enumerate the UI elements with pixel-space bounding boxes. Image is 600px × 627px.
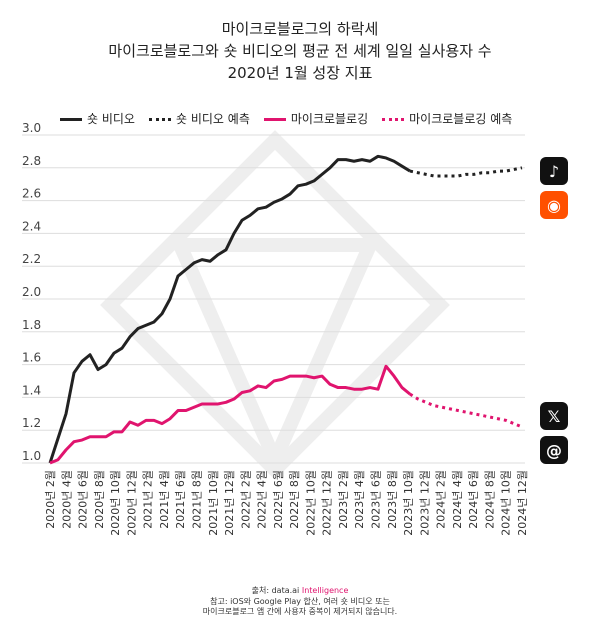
x-tick-label: 2024년 4월 bbox=[451, 470, 464, 529]
legend-label: 숏 비디오 bbox=[87, 112, 135, 126]
legend-label: 마이크로블로깅 bbox=[290, 112, 369, 126]
watermark-logo bbox=[100, 130, 450, 480]
x-tick-label: 2022년 12월 bbox=[321, 470, 334, 536]
x-tick-label: 2022년 8월 bbox=[288, 470, 301, 529]
x-tick-label: 2023년 6월 bbox=[370, 470, 383, 529]
legend-item: 숏 비디오 예측 bbox=[148, 110, 250, 127]
x-tick-label: 2023년 12월 bbox=[418, 470, 431, 536]
y-tick-label: 1.0 bbox=[22, 449, 41, 463]
x-tick-label: 2024년 6월 bbox=[467, 470, 480, 529]
threads-icon: @ bbox=[540, 436, 568, 464]
chart-subtitle-2: 2020년 1월 성장 지표 bbox=[227, 64, 373, 82]
x-tick-label: 2022년 2월 bbox=[239, 470, 252, 529]
x-tick-label: 2020년 10월 bbox=[109, 470, 122, 536]
chart-subtitle: 마이크로블로그와 숏 비디오의 평균 전 세계 일일 실사용자 수 bbox=[108, 42, 492, 60]
y-tick-label: 2.0 bbox=[22, 285, 41, 299]
x-tick-label: 2023년 4월 bbox=[353, 470, 366, 529]
legend-item: 숏 비디오 bbox=[60, 110, 135, 127]
y-tick-label: 1.6 bbox=[22, 351, 41, 365]
y-tick-label: 2.2 bbox=[22, 252, 41, 266]
x-tick-label: 2020년 12월 bbox=[125, 470, 138, 536]
x-tick-label: 2024년 10월 bbox=[500, 470, 513, 536]
y-tick-label: 2.4 bbox=[22, 219, 41, 233]
y-tick-label: 2.8 bbox=[22, 154, 41, 168]
x-tick-label: 2021년 4월 bbox=[158, 470, 171, 529]
legend-label: 숏 비디오 예측 bbox=[175, 112, 250, 126]
note-line-1: 참고: iOS와 Google Play 합산, 여러 숏 비디오 또는 bbox=[210, 597, 390, 606]
x-tick-label: 2021년 10월 bbox=[207, 470, 220, 536]
x-tick-label: 2024년 2월 bbox=[435, 470, 448, 529]
y-tick-label: 1.8 bbox=[22, 318, 41, 332]
x-tick-label: 2021년 2월 bbox=[142, 470, 155, 529]
y-tick-label: 2.6 bbox=[22, 187, 41, 201]
note-line-2: 마이크로블로그 앱 간에 사용자 중복이 제거되지 않습니다. bbox=[202, 607, 398, 616]
x-tick-label: 2021년 6월 bbox=[174, 470, 187, 529]
x-tick-label: 2021년 8월 bbox=[190, 470, 203, 529]
y-tick-label: 1.2 bbox=[22, 416, 41, 430]
series-line-3 bbox=[409, 392, 523, 429]
y-tick-label: 1.4 bbox=[22, 383, 41, 397]
chart-title: 마이크로블로그의 하락세 bbox=[221, 20, 379, 38]
x-tick-label: 2022년 10월 bbox=[304, 470, 317, 536]
source-brand: Intelligence bbox=[301, 586, 349, 595]
x-tick-label: 2021년 12월 bbox=[223, 470, 236, 536]
tiktok-icon: ♪ bbox=[540, 157, 568, 185]
y-tick-label: 3.0 bbox=[22, 121, 41, 135]
x-tick-label: 2024년 12월 bbox=[516, 470, 529, 536]
source-text: 출처: data.ai bbox=[251, 586, 302, 595]
source-line: 출처: data.ai Intelligence bbox=[0, 585, 600, 596]
x-tick-label: 2023년 10월 bbox=[402, 470, 415, 536]
series-line-1 bbox=[409, 166, 523, 178]
series-line-2 bbox=[49, 364, 411, 465]
x-tick-label: 2022년 4월 bbox=[256, 470, 269, 529]
series-line-0 bbox=[48, 154, 411, 464]
x-tick-label: 2024년 8월 bbox=[483, 470, 496, 529]
legend-label: 마이크로블로깅 예측 bbox=[409, 112, 513, 126]
legend-item: 마이크로블로깅 bbox=[263, 110, 369, 127]
x-tick-label: 2020년 8월 bbox=[93, 470, 106, 529]
kuaishou-icon: ◉ bbox=[540, 191, 568, 219]
x-tick-label: 2023년 8월 bbox=[386, 470, 399, 529]
legend-item: 마이크로블로깅 예측 bbox=[382, 110, 512, 127]
x-tick-label: 2023년 2월 bbox=[337, 470, 350, 529]
x-tick-label: 2020년 6월 bbox=[77, 470, 90, 529]
legend: 숏 비디오 숏 비디오 예측 마이크로블로깅 마이크로블로깅 예측 bbox=[60, 110, 512, 127]
x-tick-label: 2020년 4월 bbox=[60, 470, 73, 529]
plot-area: 1.0 1.2 1.4 1.6 1.8 2.0 2.2 2.4 2.6 2.8 3.0 2020년 2… bbox=[22, 121, 529, 536]
x-tick-label: 2020년 2월 bbox=[44, 470, 57, 529]
x-icon: 𝕏 bbox=[540, 402, 568, 430]
x-tick-label: 2022년 6월 bbox=[272, 470, 285, 529]
